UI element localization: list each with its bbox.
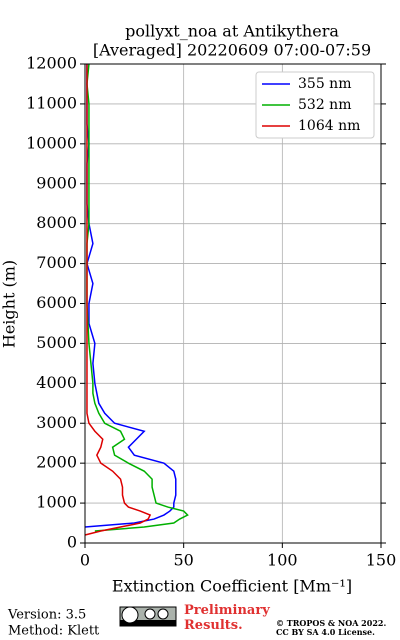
y-tick-label: 6000 (36, 293, 77, 312)
method: Method: Klett (8, 624, 100, 639)
x-tick-label: 100 (267, 551, 298, 570)
legend-box (255, 71, 375, 139)
version: Version: 3.5 (7, 608, 86, 623)
cc-logo (119, 606, 177, 627)
y-tick-label: 2000 (36, 453, 77, 472)
x-tick-label: 150 (366, 551, 397, 570)
y-axis-label: Height (m) (0, 260, 19, 348)
profile-line (84, 64, 152, 536)
profile-line (86, 63, 189, 532)
legend-label: 1064 nm (298, 118, 360, 134)
y-tick-label: 12000 (26, 54, 77, 73)
plot-frame (84, 63, 382, 544)
license: CC BY SA 4.0 License. (276, 627, 375, 637)
x-tick-label: 50 (173, 551, 193, 570)
y-tick-label: 8000 (36, 213, 77, 232)
y-tick-label: 11000 (26, 93, 77, 112)
y-tick-label: 4000 (36, 373, 77, 392)
chart-subtitle: [Averaged] 20220609 07:00-07:59 (93, 41, 371, 60)
y-tick-label: 10000 (26, 133, 77, 152)
y-tick-label: 0 (67, 533, 77, 552)
legend-label: 532 nm (298, 97, 351, 113)
legend-label: 355 nm (298, 76, 351, 92)
chart-title: pollyxt_noa at Antikythera (125, 22, 339, 41)
x-tick-label: 0 (80, 551, 90, 570)
copyright: © TROPOS & NOA 2022. (276, 618, 386, 628)
y-tick-label: 1000 (36, 493, 77, 512)
y-tick-label: 7000 (36, 253, 77, 272)
y-tick-label: 3000 (36, 413, 77, 432)
y-tick-label: 5000 (36, 333, 77, 352)
x-axis-label: Extinction Coefficient [Mm⁻¹] (112, 577, 352, 596)
y-tick-label: 9000 (36, 173, 77, 192)
preliminary-line: Preliminary Results. (184, 603, 270, 633)
